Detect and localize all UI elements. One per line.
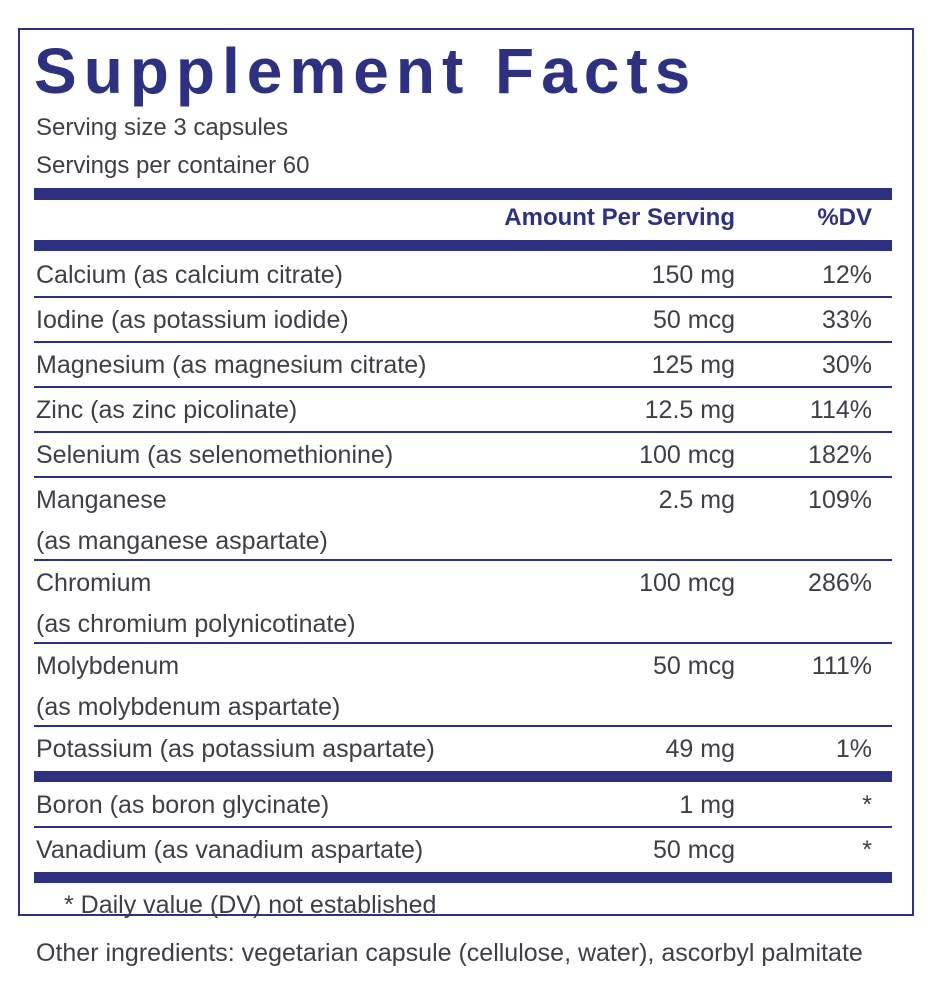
row-rule bbox=[34, 431, 892, 433]
row-rule bbox=[34, 826, 892, 828]
thick-rule bbox=[34, 872, 892, 883]
nutrient-name: (as manganese aspartate) bbox=[36, 527, 328, 555]
daily-value: 30% bbox=[821, 351, 872, 379]
column-header: %DV bbox=[817, 204, 872, 231]
daily-value: 1% bbox=[835, 735, 872, 763]
row-rule bbox=[34, 476, 892, 478]
thick-rule bbox=[34, 188, 892, 200]
amount: 125 mg bbox=[651, 351, 735, 379]
thick-rule bbox=[34, 771, 892, 782]
facts-box bbox=[18, 28, 914, 916]
daily-value: 12% bbox=[821, 261, 872, 289]
nutrient-name: Zinc (as zinc picolinate) bbox=[36, 396, 298, 424]
daily-value: 111% bbox=[811, 652, 872, 680]
column-header: Amount Per Serving bbox=[504, 204, 735, 231]
other-ingredients: Other ingredients: vegetarian capsule (c… bbox=[36, 939, 863, 967]
daily-value: * bbox=[862, 836, 872, 864]
amount: 2.5 mg bbox=[658, 486, 735, 514]
amount: 50 mcg bbox=[653, 836, 735, 864]
amount: 150 mg bbox=[651, 261, 735, 289]
nutrient-name: Vanadium (as vanadium aspartate) bbox=[36, 836, 424, 864]
nutrient-name: Boron (as boron glycinate) bbox=[36, 791, 330, 819]
daily-value: * bbox=[862, 791, 872, 819]
daily-value: 109% bbox=[808, 486, 872, 514]
nutrient-name: Selenium (as selenomethionine) bbox=[36, 441, 394, 469]
amount: 100 mcg bbox=[639, 441, 735, 469]
amount: 1 mg bbox=[679, 791, 735, 819]
row-rule bbox=[34, 725, 892, 727]
row-rule bbox=[34, 559, 892, 561]
row-rule bbox=[34, 386, 892, 388]
row-rule bbox=[34, 296, 892, 298]
nutrient-name: Calcium (as calcium citrate) bbox=[36, 261, 344, 289]
daily-value: 33% bbox=[821, 306, 872, 334]
daily-value: 114% bbox=[809, 396, 872, 424]
nutrient-name: (as molybdenum aspartate) bbox=[36, 693, 341, 721]
amount: 50 mcg bbox=[653, 306, 735, 334]
nutrient-name: Manganese bbox=[36, 486, 167, 514]
nutrient-name: (as chromium polynicotinate) bbox=[36, 610, 356, 638]
title: Supplement Facts bbox=[34, 35, 698, 107]
nutrient-name: Chromium bbox=[36, 569, 152, 597]
thick-rule bbox=[34, 240, 892, 251]
daily-value: 182% bbox=[808, 441, 872, 469]
amount: 49 mg bbox=[665, 735, 735, 763]
nutrient-name: Potassium (as potassium aspartate) bbox=[36, 735, 435, 763]
row-rule bbox=[34, 642, 892, 644]
amount: 100 mcg bbox=[639, 569, 735, 597]
amount: 50 mcg bbox=[653, 652, 735, 680]
nutrient-name: Magnesium (as magnesium citrate) bbox=[36, 351, 427, 379]
amount: 12.5 mg bbox=[644, 396, 735, 424]
serving-size: Serving size 3 capsules bbox=[36, 114, 289, 141]
daily-value: 286% bbox=[808, 569, 872, 597]
footnote: * Daily value (DV) not established bbox=[64, 891, 437, 919]
nutrient-name: Iodine (as potassium iodide) bbox=[36, 306, 349, 334]
servings-per-container: Servings per container 60 bbox=[36, 152, 310, 179]
row-rule bbox=[34, 341, 892, 343]
nutrient-name: Molybdenum bbox=[36, 652, 180, 680]
